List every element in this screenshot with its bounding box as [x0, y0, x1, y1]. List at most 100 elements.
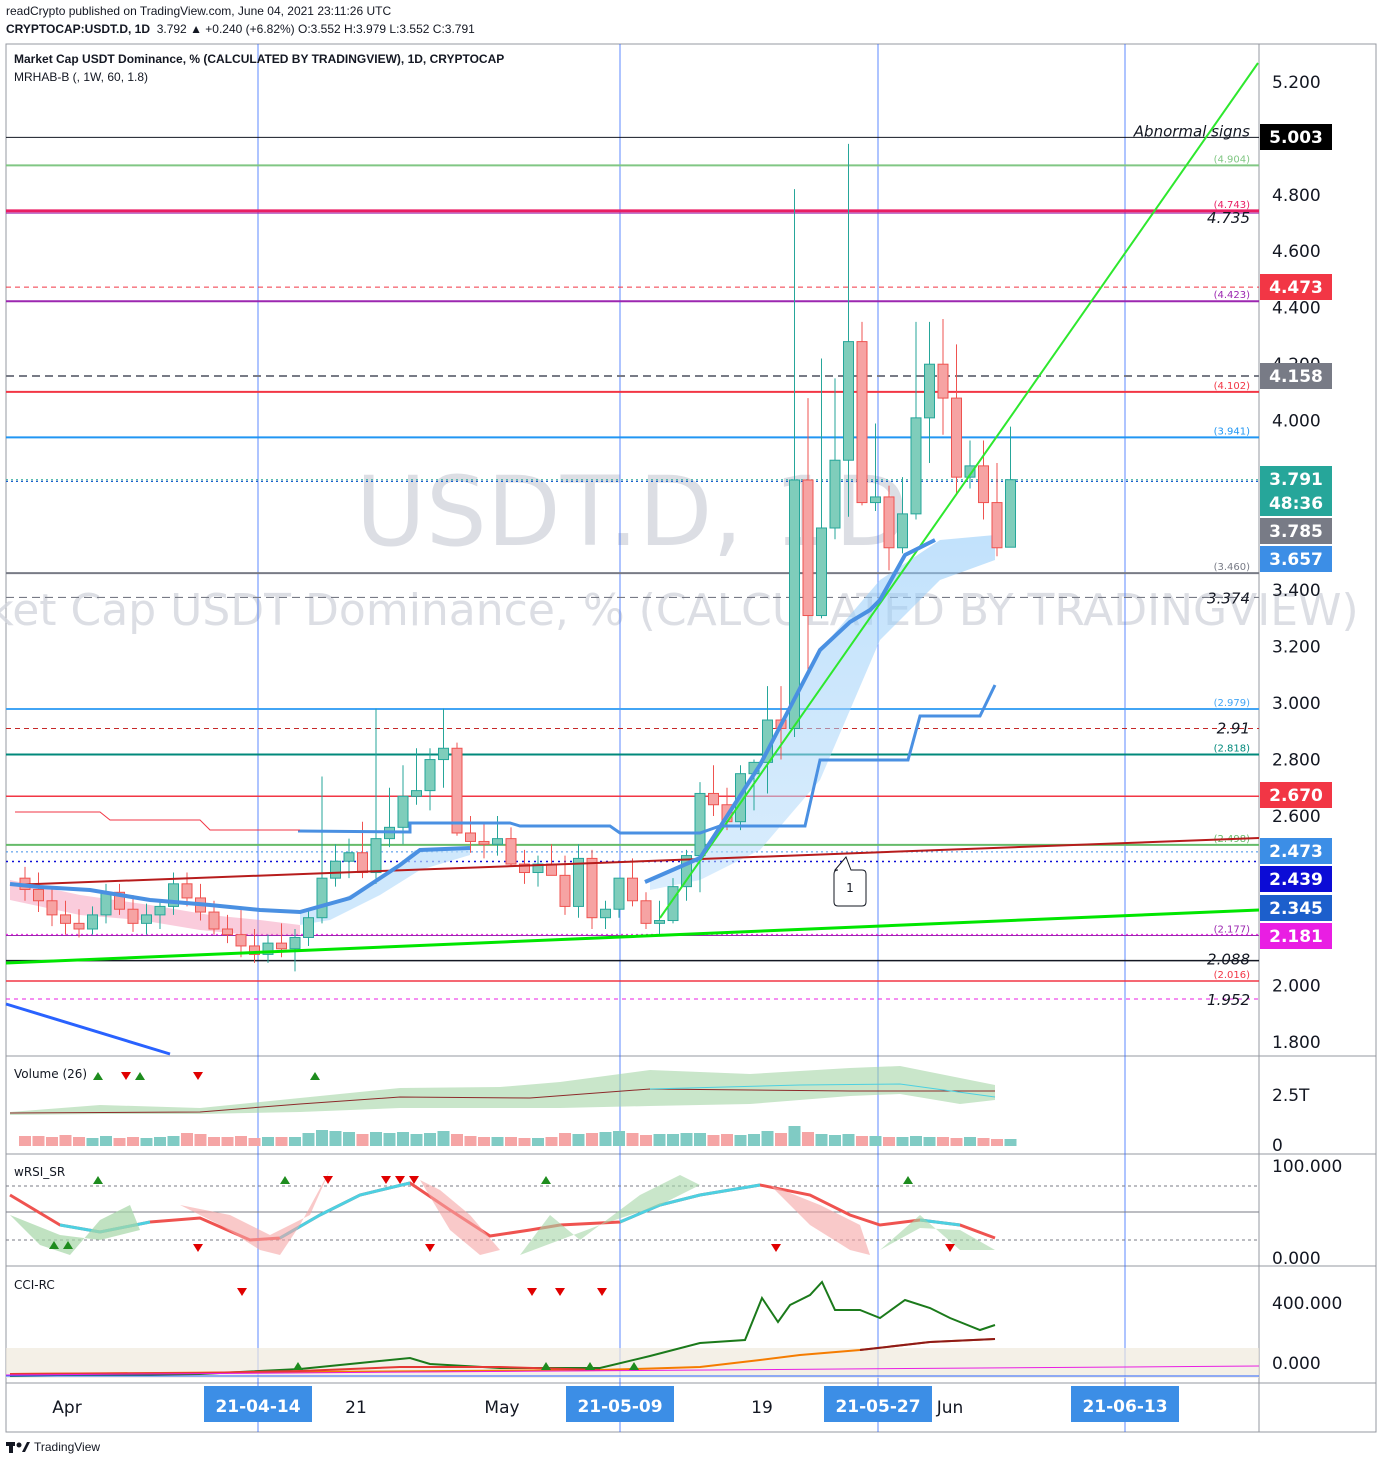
- level-label: (2.818): [1214, 743, 1251, 754]
- price-tag: [1260, 895, 1332, 921]
- volume-bar: [869, 1136, 882, 1146]
- date-tag: [204, 1386, 312, 1422]
- candle-body: [613, 877, 625, 910]
- time-axis-label: 19: [751, 1398, 773, 1418]
- volume-bar: [451, 1134, 463, 1146]
- candle-body: [411, 790, 422, 797]
- candle-body: [289, 936, 301, 950]
- time-axis-label: Apr: [52, 1398, 81, 1418]
- volume-bar: [923, 1137, 936, 1146]
- level-annotation: 1.952: [1207, 991, 1250, 1009]
- volume-bar: [680, 1133, 693, 1146]
- price-tag: [1260, 923, 1332, 949]
- level-label: (4.904): [1214, 154, 1251, 165]
- price-tag-text: 4.158: [1269, 367, 1323, 387]
- volume-bar: [694, 1133, 706, 1146]
- time-axis-label: Jun: [936, 1398, 964, 1418]
- candle-body: [978, 465, 989, 504]
- candle-body: [478, 840, 490, 845]
- volume-bar: [707, 1135, 720, 1146]
- volume-bar: [734, 1135, 747, 1146]
- volume-bar: [896, 1137, 909, 1146]
- volume-bar: [626, 1133, 639, 1146]
- cci-axis-label: 400.000: [1272, 1294, 1342, 1314]
- candle-body: [627, 877, 638, 902]
- sell-signal-arrow: [409, 1176, 419, 1184]
- cci-line: [9, 1280, 996, 1377]
- candle-body: [951, 397, 962, 478]
- candle-body: [370, 838, 382, 874]
- volume-bar: [802, 1132, 814, 1146]
- legend-title[interactable]: Market Cap USDT Dominance, % (CALCULATED…: [14, 52, 505, 66]
- candle-body: [829, 459, 841, 529]
- volume-bar: [950, 1138, 963, 1146]
- down-trendline: [5, 1002, 171, 1056]
- volume-bar: [181, 1133, 193, 1146]
- candle-body: [46, 900, 58, 916]
- candle-body: [897, 513, 908, 549]
- price-axis-label: 4.000: [1272, 412, 1321, 432]
- baseline-curve: [9, 846, 471, 915]
- candle-body: [694, 792, 706, 857]
- cci-pane-label: CCI-RC: [14, 1278, 55, 1292]
- volume-axis-label: 2.5T: [1272, 1086, 1310, 1106]
- price-tag: [1260, 363, 1332, 389]
- volume-bar: [329, 1131, 342, 1146]
- volume-bar: [815, 1134, 828, 1146]
- price-axis-label: 3.400: [1272, 581, 1321, 601]
- price-tag-text: 48:36: [1269, 494, 1323, 514]
- tradingview-logo-icon: [6, 1442, 30, 1453]
- sell-signal-arrow: [121, 1072, 131, 1080]
- candle-body: [154, 905, 166, 916]
- volume-bar: [410, 1134, 423, 1146]
- level-annotation: 2.91: [1217, 719, 1250, 737]
- time-axis-label: May: [484, 1398, 519, 1418]
- candle-body: [910, 417, 922, 515]
- volume-bar: [586, 1133, 598, 1146]
- cloud-band: [300, 850, 470, 925]
- volume-bar: [1004, 1139, 1017, 1146]
- sell-signal-arrow: [555, 1288, 565, 1296]
- volume-bar: [640, 1135, 652, 1146]
- legend-indicator[interactable]: MRHAB-B (, 1W, 60, 1.8): [14, 70, 149, 84]
- sell-signal-arrow: [527, 1288, 537, 1296]
- volume-bar: [964, 1137, 976, 1146]
- price-axis-label: 4.800: [1272, 186, 1321, 206]
- buy-signal-arrow: [585, 1362, 595, 1370]
- candle-body: [667, 886, 679, 922]
- date-tag-text: 21-05-27: [835, 1397, 920, 1417]
- price-tag: [1260, 124, 1332, 150]
- candle-body: [937, 363, 949, 399]
- candle-body: [87, 914, 98, 930]
- volume-bar: [424, 1133, 436, 1146]
- volume-bar: [316, 1130, 328, 1146]
- buy-signal-arrow: [541, 1176, 551, 1184]
- price-tag: [1260, 838, 1332, 864]
- volume-bar: [478, 1137, 490, 1146]
- price-tag-text: 2.439: [1269, 870, 1323, 890]
- volume-bar: [856, 1136, 868, 1146]
- candle-body: [397, 795, 409, 828]
- volume-ma-line: [649, 1083, 996, 1098]
- date-tag: [1071, 1386, 1179, 1422]
- candle-body: [235, 934, 247, 947]
- rsi-pane-label: wRSI_SR: [14, 1165, 65, 1179]
- symbol-name: CRYPTOCAP:USDT.D, 1D: [6, 22, 151, 36]
- price-axis-label: 1.800: [1272, 1033, 1321, 1053]
- volume-bar: [113, 1138, 126, 1146]
- candle-body: [343, 852, 355, 862]
- buy-signal-arrow: [63, 1241, 73, 1249]
- candle-body: [654, 920, 665, 924]
- volume-bar: [275, 1137, 288, 1146]
- candle-body: [856, 341, 868, 504]
- candle-body: [424, 759, 436, 792]
- volume-bar: [221, 1137, 234, 1146]
- level-annotation: 2.088: [1207, 951, 1250, 969]
- sell-signal-arrow: [597, 1288, 607, 1296]
- volume-bar: [491, 1137, 504, 1146]
- cci-zero-line: [5, 1365, 1260, 1376]
- volume-bar: [208, 1137, 220, 1146]
- price-axis-label: 2.600: [1272, 807, 1321, 827]
- volume-bar: [761, 1131, 774, 1146]
